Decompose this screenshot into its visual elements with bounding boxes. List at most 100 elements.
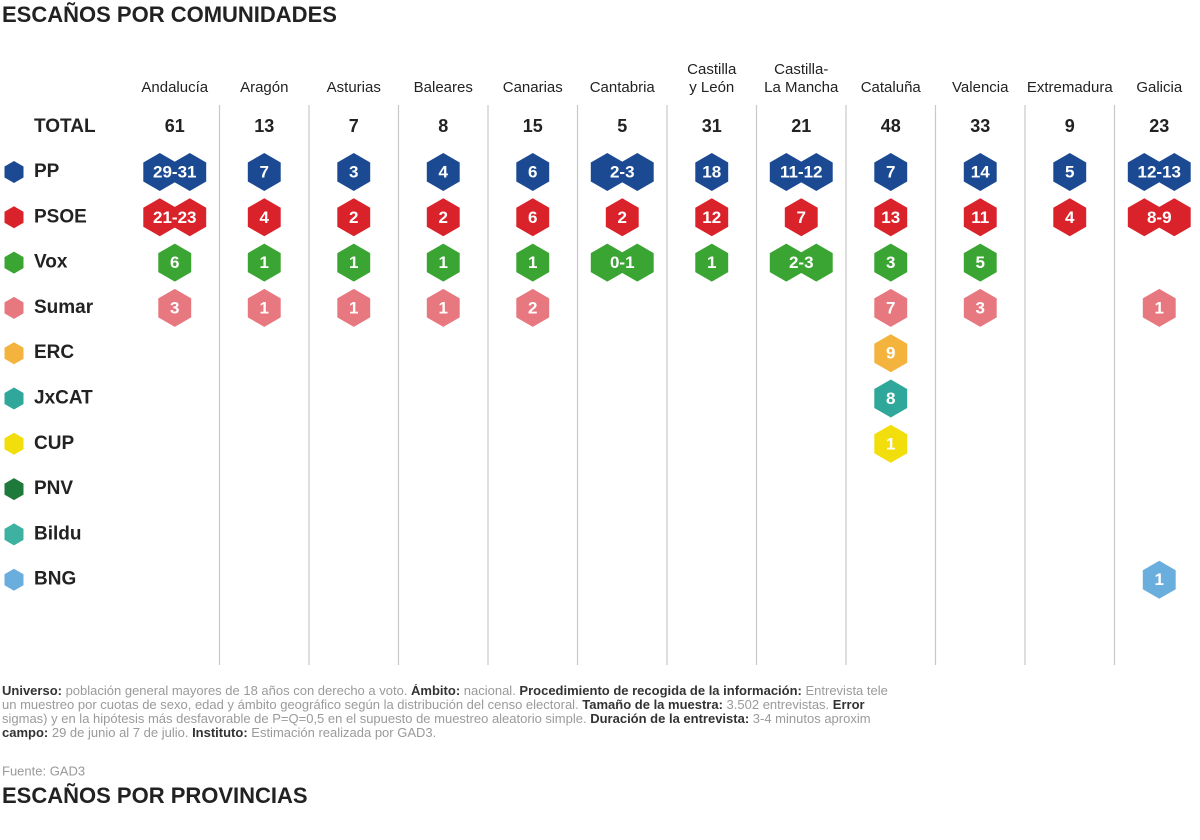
seat-value: 5: [1065, 162, 1074, 181]
seat-badge: [590, 243, 654, 282]
party-name: Sumar: [34, 297, 94, 318]
party-icon: [4, 251, 24, 274]
seat-value: 9: [886, 344, 895, 363]
column-header: Baleares: [414, 79, 473, 96]
footnote-text: Ámbito:: [411, 684, 461, 698]
seat-badge: [1142, 560, 1176, 599]
seat-badge: [874, 334, 908, 373]
seat-value: 21-23: [153, 208, 196, 227]
seat-value: 4: [439, 162, 449, 181]
seat-badge: [695, 153, 729, 191]
seat-badge: [337, 153, 371, 191]
seat-value: 13: [881, 208, 900, 227]
total-value: 61: [165, 116, 185, 136]
seat-badge: [1127, 153, 1191, 191]
party-name: Vox: [34, 252, 68, 273]
seat-value: 2: [349, 208, 358, 227]
footnote-line: sigmas) y en la hipótesis más desfavorab…: [2, 712, 1200, 726]
seat-value: 1: [439, 298, 448, 317]
seat-value: 5: [976, 253, 985, 272]
seat-badge: [426, 153, 460, 191]
column-header: La Mancha: [764, 79, 839, 96]
seat-value: 11-12: [780, 162, 823, 181]
seat-value: 1: [349, 253, 358, 272]
seat-badge: [1142, 288, 1176, 327]
seat-value: 8-9: [1147, 208, 1172, 227]
seat-value: 1: [439, 253, 448, 272]
seat-value: 18: [702, 162, 721, 181]
seat-badge: [874, 243, 908, 282]
seat-value: 3: [976, 298, 985, 317]
footnote-text: Entrevista tele: [801, 684, 888, 698]
seat-badge: [337, 243, 371, 282]
footnote-text: un muestreo por cuotas de sexo, edad y á…: [2, 698, 583, 712]
seat-badge: [247, 288, 281, 327]
party-name: PP: [34, 161, 60, 182]
footnote-text: Error: [832, 698, 865, 712]
party-name: Bildu: [34, 523, 82, 544]
seat-value: 7: [260, 162, 269, 181]
seat-value: 7: [797, 208, 806, 227]
total-value: 21: [791, 116, 811, 136]
seat-badge: [784, 198, 818, 237]
party-icon: [4, 206, 24, 229]
total-label: TOTAL: [34, 116, 96, 137]
party-name: BNG: [34, 569, 76, 590]
seat-value: 2: [439, 208, 448, 227]
seat-badge: [143, 153, 207, 191]
footnote-text: sigmas) y en la hipótesis más desfavorab…: [2, 712, 591, 726]
seat-value: 3: [886, 253, 895, 272]
party-name: CUP: [34, 433, 74, 454]
party-icon: [4, 387, 24, 410]
seat-value: 1: [260, 298, 269, 317]
column-header: y León: [689, 79, 734, 96]
seat-value: 7: [886, 162, 895, 181]
seat-badge: [516, 288, 550, 327]
seat-badge: [874, 153, 908, 191]
seat-value: 1: [1155, 298, 1164, 317]
party-icon: [4, 478, 24, 501]
total-value: 48: [881, 116, 901, 136]
footnote-text: nacional.: [460, 684, 520, 698]
total-value: 15: [523, 116, 543, 136]
total-value: 33: [970, 116, 990, 136]
party-name: PSOE: [34, 206, 87, 227]
seat-badge: [695, 198, 729, 237]
seat-value: 2: [618, 208, 627, 227]
column-header: Castilla-: [774, 61, 828, 78]
seat-badge: [337, 288, 371, 327]
seat-badge: [516, 153, 550, 191]
title: ESCAÑOS POR COMUNIDADES: [2, 2, 337, 27]
column-header: Galicia: [1136, 79, 1183, 96]
seat-value: 2-3: [789, 253, 814, 272]
source: Fuente: GAD3: [2, 763, 85, 778]
party-icon: [4, 161, 24, 183]
seat-value: 12: [702, 208, 721, 227]
footnote-text: Tamaño de la muestra:: [582, 698, 723, 712]
footnote-text: población general mayores de 18 años con…: [61, 684, 412, 698]
seat-value: 4: [260, 208, 270, 227]
seat-badge: [426, 198, 460, 237]
party-icon: [4, 568, 24, 591]
seat-value: 3: [170, 298, 179, 317]
column-header: Extremadura: [1027, 79, 1114, 96]
column-header: Canarias: [503, 79, 563, 96]
footnote-line: campo: 29 de junio al 7 de julio. Instit…: [2, 726, 1200, 740]
seat-badge: [426, 243, 460, 282]
footnote-text: Universo:: [2, 684, 62, 698]
total-value: 5: [617, 116, 627, 136]
seat-value: 4: [1065, 208, 1075, 227]
party-name: ERC: [34, 342, 74, 363]
seat-value: 1: [707, 253, 716, 272]
seat-badge: [874, 424, 908, 463]
seat-badge: [247, 243, 281, 282]
seat-badge: [874, 288, 908, 327]
seat-badge: [158, 288, 192, 327]
party-name: JxCAT: [34, 388, 93, 409]
subtitle: ESCAÑOS POR PROVINCIAS: [2, 783, 308, 808]
seat-value: 6: [170, 253, 179, 272]
footnote-text: 3-4 minutos aproxim: [749, 712, 871, 726]
footnote-text: Procedimiento de recogida de la informac…: [519, 684, 802, 698]
seat-badge: [426, 288, 460, 327]
footnote: Universo: población general mayores de 1…: [2, 684, 1200, 740]
